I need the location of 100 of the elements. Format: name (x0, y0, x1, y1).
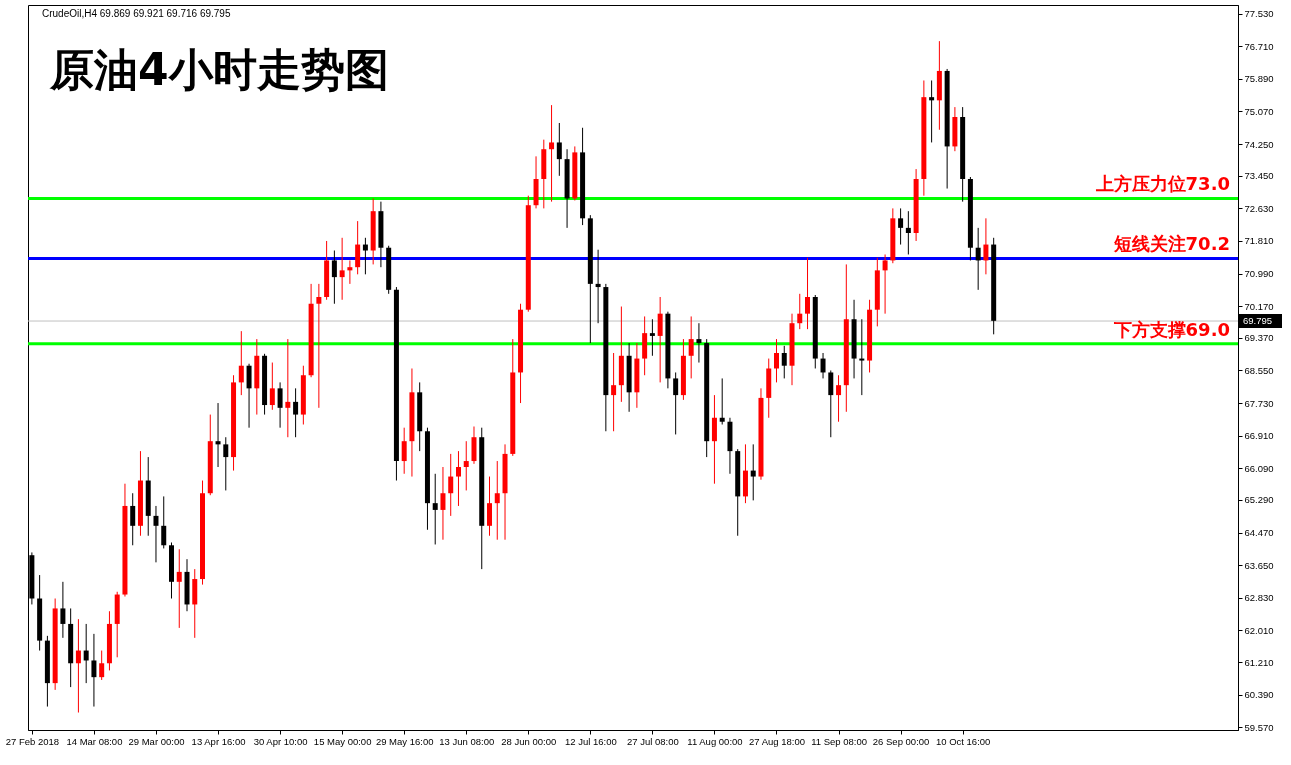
x-tick-label: 27 Aug 18:00 (748, 735, 805, 747)
y-tick-label: 69.370 (1244, 332, 1274, 344)
ref-line-label: 69.795 (1243, 315, 1273, 327)
x-tick-label: 29 May 16:00 (375, 735, 434, 747)
candlestick (750, 443, 756, 501)
x-tick-label: 27 Feb 2018 (5, 735, 60, 747)
candlestick (362, 237, 368, 275)
y-tick-label: 62.830 (1244, 592, 1274, 604)
y-tick-label: 63.650 (1244, 559, 1274, 571)
ref-line-label: 上方压力位73.0 (1094, 173, 1230, 195)
candlestick (153, 505, 159, 563)
y-tick-label: 70.990 (1244, 268, 1274, 280)
candlestick (432, 473, 438, 545)
ref-line-label: 短线关注70.2 (1112, 233, 1230, 255)
x-tick-label: 11 Aug 00:00 (687, 735, 743, 747)
y-tick-label: 76.710 (1244, 40, 1274, 52)
y-tick-label: 66.910 (1244, 430, 1274, 442)
y-tick-label: 75.890 (1244, 73, 1274, 85)
candlestick (805, 257, 811, 330)
candlestick (75, 618, 81, 714)
y-tick-label: 62.010 (1244, 624, 1274, 636)
x-tick-label: 14 Mar 08:00 (66, 735, 123, 747)
annotation: CrudeOil,H4 69.869 69.921 69.716 69.795 (42, 8, 231, 19)
candlestick (549, 104, 555, 203)
y-tick-label: 70.170 (1244, 300, 1274, 312)
candlestick (91, 633, 97, 708)
x-tick-label: 15 May 00:00 (313, 735, 372, 747)
candlestick (223, 436, 229, 491)
y-tick-label: 64.470 (1244, 527, 1274, 539)
y-tick-label: 59.570 (1244, 721, 1274, 733)
x-tick-label: 10 Oct 16:00 (935, 735, 991, 747)
y-tick-label: 67.730 (1244, 397, 1274, 409)
candlestick (657, 296, 663, 383)
candlestick (463, 440, 469, 491)
candlestick (269, 362, 275, 411)
candlestick (347, 259, 353, 285)
candlestick (176, 548, 182, 629)
candlestick (355, 220, 361, 275)
candlestick (673, 371, 679, 435)
candlestick (773, 338, 779, 383)
candlestick (471, 425, 477, 465)
y-tick-label: 75.070 (1244, 105, 1274, 117)
text: 原油4小时走势图 (49, 44, 389, 95)
candlestick (611, 352, 617, 432)
candlestick (401, 427, 407, 475)
y-tick-label: 60.390 (1244, 689, 1274, 701)
candlestick (99, 650, 105, 681)
y-tick-label: 66.090 (1244, 462, 1274, 474)
x-tick-label: 29 Mar 00:00 (128, 735, 185, 747)
y-tick-label: 72.630 (1244, 202, 1274, 214)
candlestick (929, 79, 935, 143)
y-tick-label: 73.450 (1244, 170, 1274, 182)
candlestick (246, 363, 252, 429)
candlestick (797, 293, 803, 330)
candlestick (339, 237, 345, 301)
candlestick (781, 345, 787, 379)
x-tick-label: 12 Jul 16:00 (564, 735, 617, 747)
candlestick (293, 387, 299, 438)
y-tick-label: 65.290 (1244, 494, 1274, 506)
x-tick-label: 11 Sep 08:00 (811, 735, 867, 747)
candlestick (455, 450, 461, 507)
candlestick (331, 250, 337, 305)
y-tick-label: 61.210 (1244, 656, 1274, 668)
x-tick-label: 27 Jul 08:00 (627, 735, 679, 747)
x-tick-label: 26 Sep 00:00 (872, 735, 930, 747)
candlestick (161, 495, 167, 549)
candlestick (238, 330, 244, 396)
candlestick (828, 369, 834, 438)
candlestick (494, 460, 500, 541)
candlestick (130, 492, 136, 546)
x-tick-label: 28 Jun 00:00 (501, 735, 557, 747)
candlestick (859, 318, 865, 396)
candlestick (556, 122, 562, 177)
candlestick (882, 253, 888, 315)
candlestick (975, 227, 981, 291)
candlestick (60, 581, 66, 639)
candlestick (711, 394, 717, 485)
candlestick (905, 210, 911, 255)
candlestick (820, 352, 826, 379)
candlestick (983, 217, 989, 275)
candlestick (440, 466, 446, 541)
candlestick (688, 315, 694, 379)
candlestick (836, 374, 842, 423)
y-tick-label: 68.550 (1244, 364, 1274, 376)
candlestick (719, 377, 725, 426)
candlestick (898, 207, 904, 246)
candlestick (595, 249, 601, 324)
candlestick (83, 623, 89, 684)
x-tick-label: 30 Apr 10:00 (253, 735, 308, 747)
candlestick (277, 381, 283, 429)
y-tick-label: 77.530 (1244, 8, 1274, 20)
candlestick (316, 283, 322, 409)
y-tick-label: 71.810 (1244, 235, 1274, 247)
x-tick-label: 13 Apr 16:00 (191, 735, 246, 747)
candlestick (285, 338, 291, 438)
candlestick (696, 322, 702, 364)
x-tick-label: 13 Jun 08:00 (439, 735, 495, 747)
candlestick (487, 476, 493, 537)
candlestick (649, 318, 655, 357)
candlestick (448, 453, 454, 517)
